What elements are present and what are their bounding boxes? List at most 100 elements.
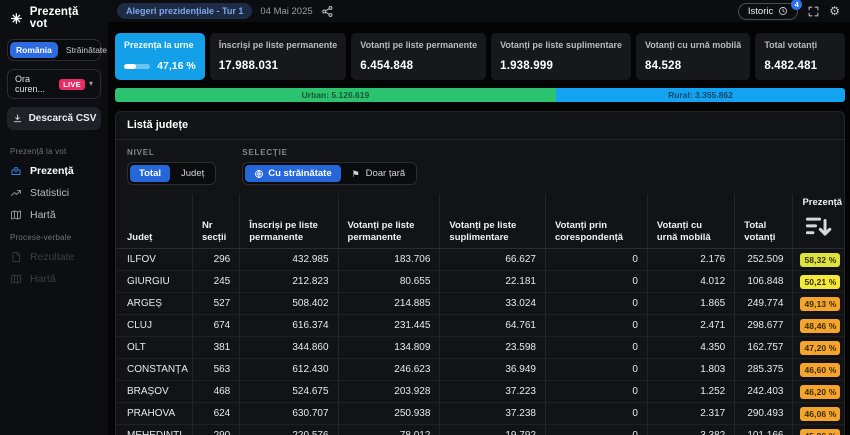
turnout-badge: 49,13 % <box>800 297 840 311</box>
filter-label: SELECȚIE <box>242 148 417 157</box>
sidebar-item-harta[interactable]: Hartă <box>0 204 108 226</box>
filter-toggle: TotalJudeț <box>127 162 216 185</box>
cell-value: 2.317 <box>647 403 734 425</box>
cell-value: 245 <box>192 271 239 293</box>
cell-value: 1.803 <box>647 359 734 381</box>
cell-prezenta: 46,20 % <box>793 381 844 403</box>
stat-card-prezenta-la-urne[interactable]: Prezența la urne 47,16 % <box>115 33 205 80</box>
cell-value: 674 <box>192 315 239 337</box>
county-table: JudețNr secțiiÎnscriși pe liste permanen… <box>116 194 844 435</box>
cell-value: 1.865 <box>647 293 734 315</box>
stat-card-votanti-pe-liste-suplimentare[interactable]: Votanți pe liste suplimentare 1.938.999 <box>491 33 631 80</box>
cell-value: 0 <box>545 381 647 403</box>
sidebar-item-statistici[interactable]: Statistici <box>0 182 108 204</box>
stat-card-title: Votanți pe liste permanente <box>360 40 477 50</box>
stat-card-total-votanti[interactable]: Total votanți 8.482.481 <box>755 33 845 80</box>
cell-value: 290 <box>192 425 239 435</box>
sort-icon <box>802 211 835 244</box>
cell-value: 242.403 <box>735 381 793 403</box>
column-header-label: Nr secții <box>202 220 226 243</box>
cell-value: 0 <box>545 403 647 425</box>
download-csv-button[interactable]: Descarcă CSV <box>7 107 101 130</box>
share-icon[interactable] <box>321 5 334 18</box>
time-select[interactable]: Ora curen... LIVE ▾ <box>7 69 101 99</box>
cell-prezenta: 45,86 % <box>793 425 844 435</box>
turnout-badge: 46,06 % <box>800 407 840 421</box>
nav-item-label: Prezență <box>30 165 74 177</box>
cell-value: 0 <box>545 359 647 381</box>
panel-title: Listă județe <box>116 112 844 140</box>
filter-option-label: Cu străinătate <box>268 168 331 179</box>
stats-cards: Prezența la urne 47,16 % Înscriși pe lis… <box>115 33 845 80</box>
app-title: Prezență vot <box>30 6 98 30</box>
live-badge: LIVE <box>59 79 85 90</box>
cell-value: 524.675 <box>240 381 338 403</box>
cell-value: 19.792 <box>440 425 546 435</box>
istoric-count-badge: 4 <box>791 0 802 10</box>
turnout-badge: 46,20 % <box>800 385 840 399</box>
cell-value: 0 <box>545 271 647 293</box>
nav-section-label: Procese-verbale <box>0 226 108 246</box>
filter-option-cu-strainatate[interactable]: Cu străinătate <box>245 165 340 182</box>
nav-item-label: Statistici <box>30 187 69 199</box>
column-header-prezenta[interactable]: Prezență <box>793 194 844 249</box>
stat-card-value: 84.528 <box>645 60 741 72</box>
cell-value: 203.928 <box>338 381 440 403</box>
istoric-button[interactable]: Istoric 4 <box>738 3 798 20</box>
cell-value: 249.774 <box>735 293 793 315</box>
gear-icon[interactable]: ⚙ <box>829 5 840 17</box>
cell-prezenta: 58,32 % <box>793 249 844 271</box>
turnout-badge: 48,46 % <box>800 319 840 333</box>
stat-card-value: 17.988.031 <box>219 60 338 72</box>
column-header-label: Votanți prin corespondență <box>555 220 623 243</box>
sidebar-item-prezenta[interactable]: Prezență <box>0 160 108 182</box>
country-tab-strainatate[interactable]: Străinătate <box>60 42 113 58</box>
turnout-badge: 46,60 % <box>800 363 840 377</box>
expand-icon[interactable] <box>807 5 820 18</box>
cell-judet: ILFOV <box>116 249 192 271</box>
column-header-inscrisi-pe-liste-permanente: Înscriși pe liste permanente <box>240 194 338 249</box>
stat-card-votanti-cu-urna-mobila[interactable]: Votanți cu urnă mobilă 84.528 <box>636 33 750 80</box>
column-header-label: Înscriși pe liste permanente <box>249 220 318 243</box>
rural-segment: Rural: 3.355.862 <box>556 88 845 102</box>
stat-card-votanti-pe-liste-permanente[interactable]: Votanți pe liste permanente 6.454.848 <box>351 33 486 80</box>
nav-item-label: Rezultate <box>30 251 74 263</box>
county-row-olt: OLT381344.860134.80923.59804.350162.7574… <box>116 337 844 359</box>
cell-value: 2.471 <box>647 315 734 337</box>
column-header-nr-sectii: Nr secții <box>192 194 239 249</box>
nav-section-label: Prezență la vot <box>0 140 108 160</box>
cell-prezenta: 46,06 % <box>793 403 844 425</box>
cell-value: 66.627 <box>440 249 546 271</box>
column-header-votanti-prin-corespondenta: Votanți prin corespondență <box>545 194 647 249</box>
filter-option-judet[interactable]: Județ <box>172 165 213 182</box>
cell-value: 37.238 <box>440 403 546 425</box>
cell-value: 298.677 <box>735 315 793 337</box>
stat-card-title: Votanți cu urnă mobilă <box>645 40 741 50</box>
county-row-giurgiu: GIURGIU245212.82380.65522.18104.012106.8… <box>116 271 844 293</box>
sidebar-nav: Prezență la vot Prezență Statistici HartăPr… <box>0 140 108 290</box>
cell-value: 432.985 <box>240 249 338 271</box>
map-icon <box>10 273 22 285</box>
county-row-brasov: BRAȘOV468524.675203.92837.22301.252242.4… <box>116 381 844 403</box>
turnout-progress-value: 47,16 % <box>157 60 196 72</box>
stat-card-inscrisi-pe-liste-permanente[interactable]: Înscriși pe liste permanente 17.988.031 <box>210 33 347 80</box>
ballot-box-icon <box>10 165 22 177</box>
column-header-label: Votanți pe liste suplimentare <box>449 220 516 243</box>
cell-judet: MEHEDINȚI <box>116 425 192 435</box>
election-pill[interactable]: Alegeri prezidențiale - Tur 1 <box>117 3 252 19</box>
cell-judet: ARGEȘ <box>116 293 192 315</box>
column-header-label: Prezență <box>802 197 842 208</box>
cell-value: 468 <box>192 381 239 403</box>
chevron-down-icon: ▾ <box>89 80 93 88</box>
cell-judet: GIURGIU <box>116 271 192 293</box>
country-tab-romania[interactable]: România <box>10 42 58 58</box>
cell-value: 290.493 <box>735 403 793 425</box>
turnout-badge: 50,21 % <box>800 275 840 289</box>
cell-value: 78.012 <box>338 425 440 435</box>
filter-option-total[interactable]: Total <box>130 165 170 182</box>
cell-value: 630.707 <box>240 403 338 425</box>
stat-card-title: Total votanți <box>764 40 836 50</box>
filter-option-doar-tara[interactable]: ⚑Doar țară <box>343 165 415 182</box>
cell-value: 612.430 <box>240 359 338 381</box>
cell-value: 212.823 <box>240 271 338 293</box>
